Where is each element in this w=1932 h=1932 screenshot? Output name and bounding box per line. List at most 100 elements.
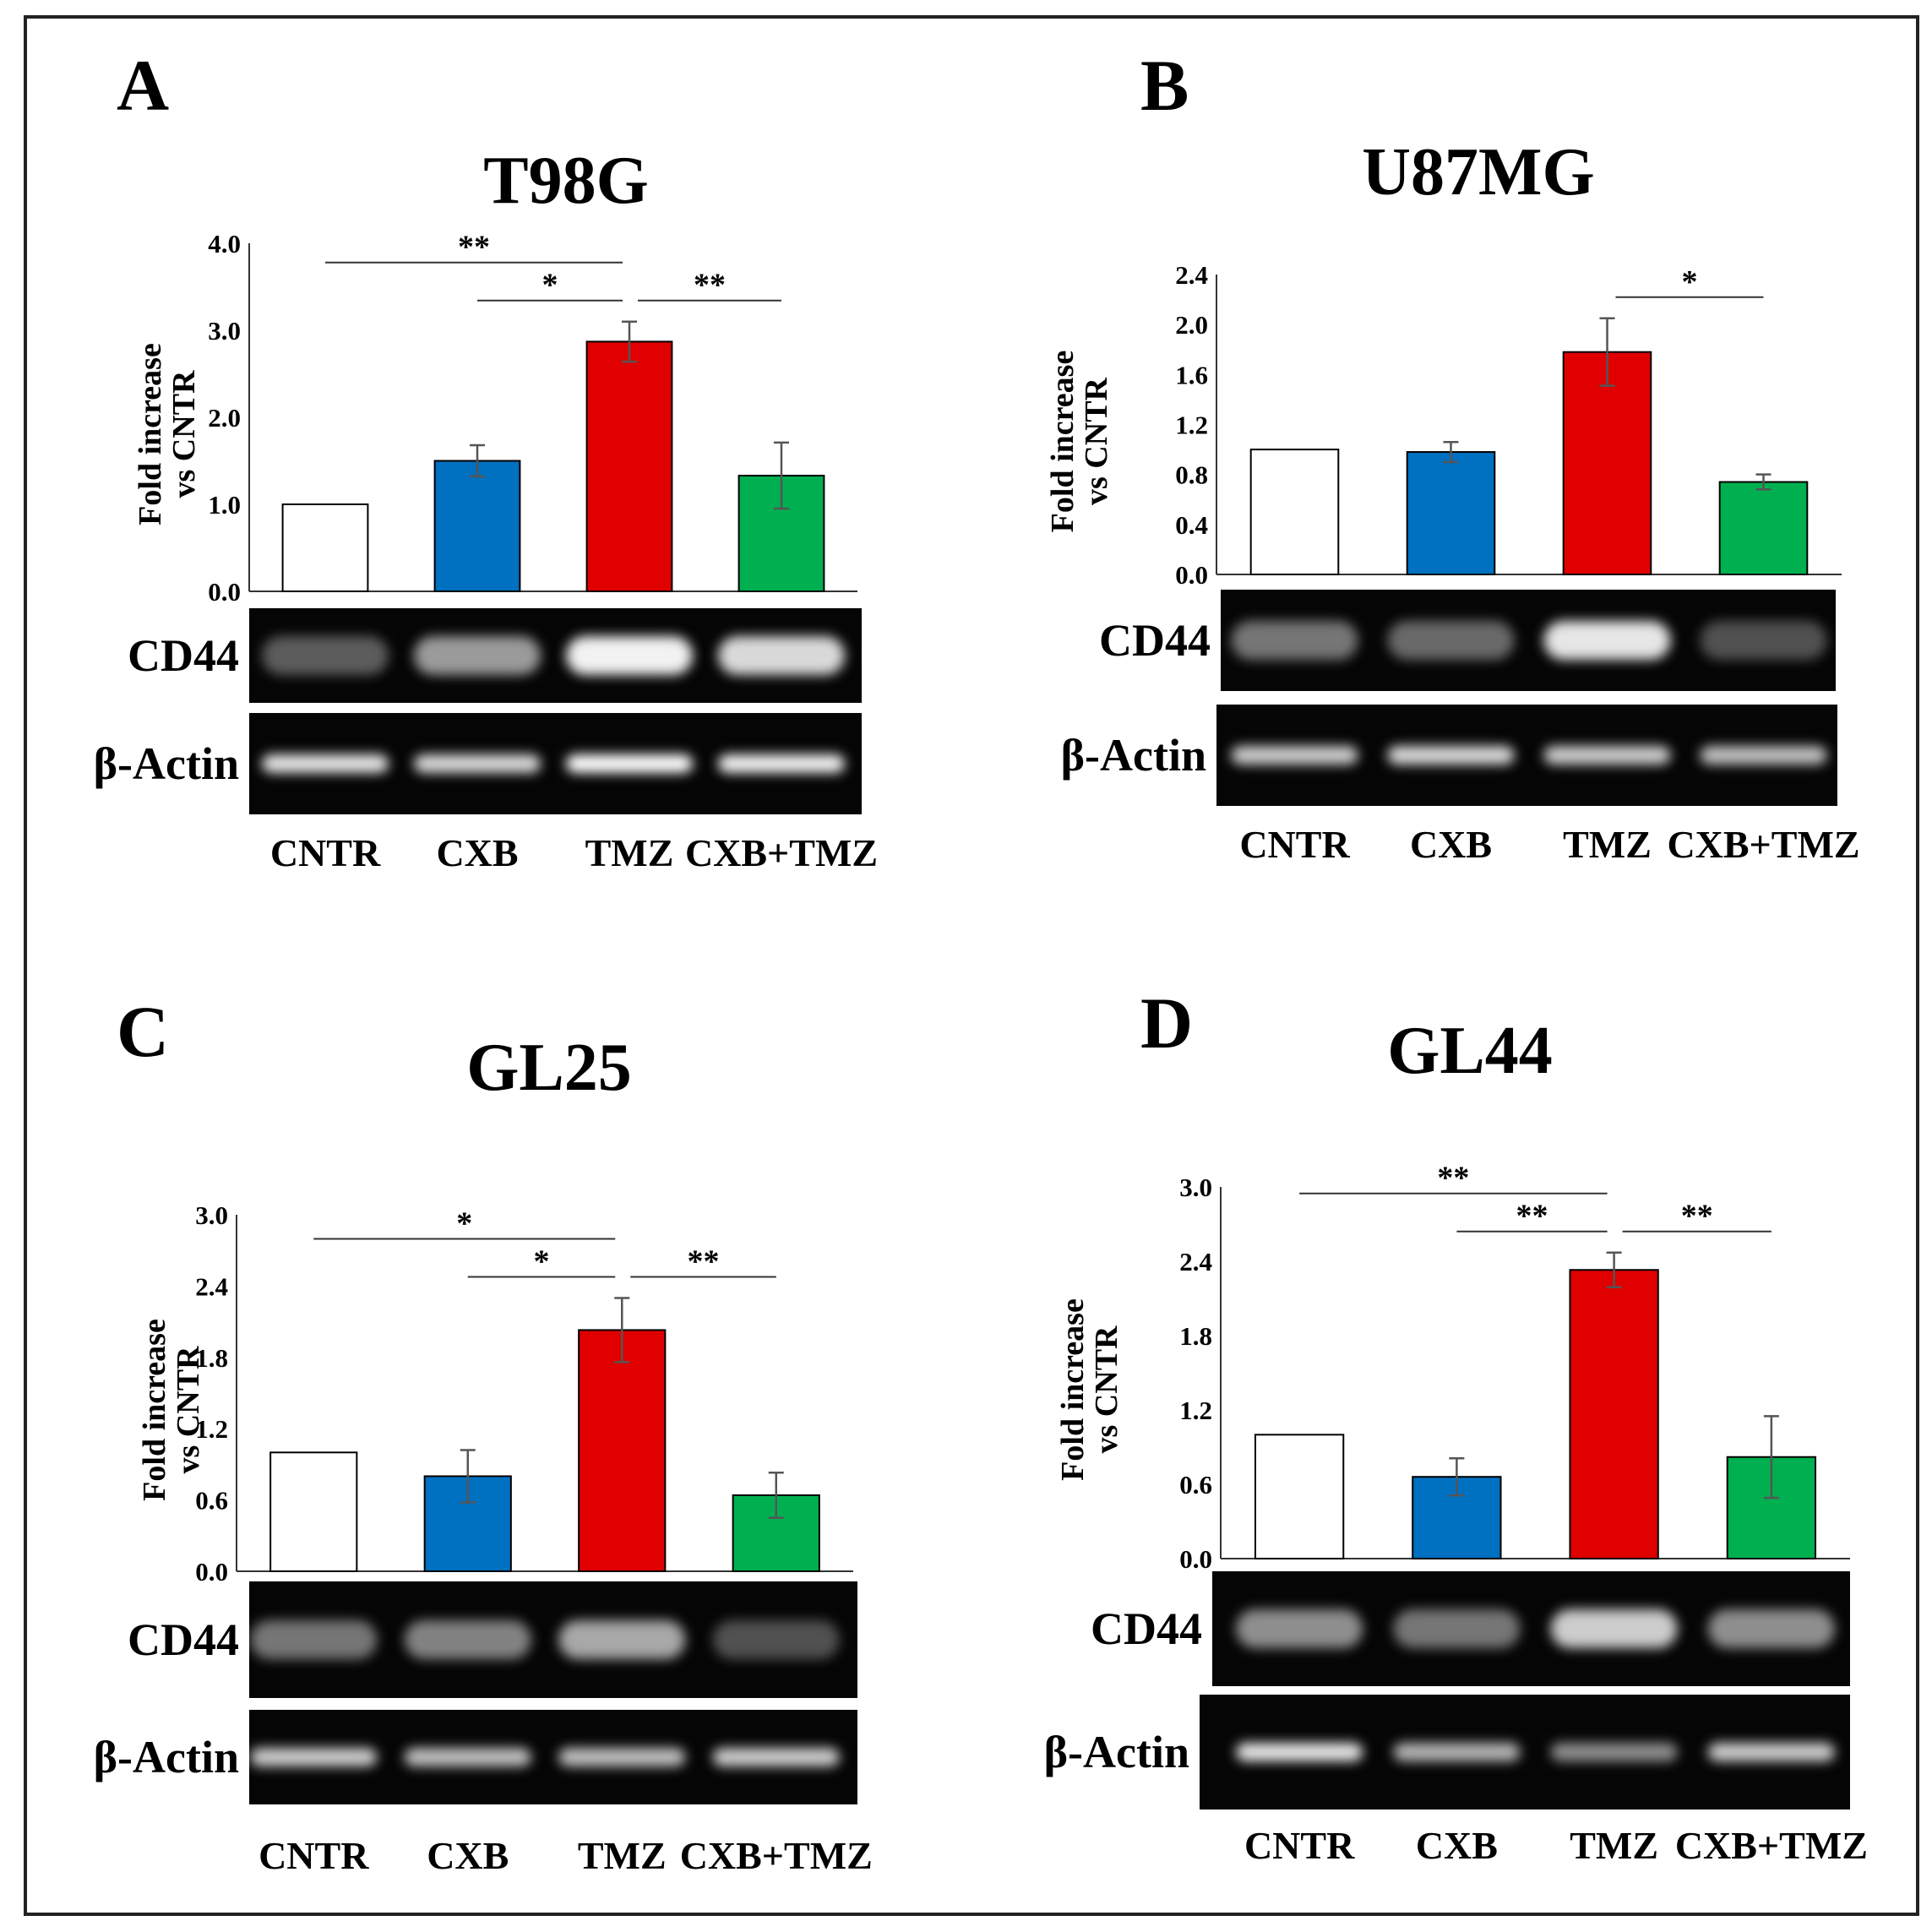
significance-label: * [534,1244,550,1279]
significance-label: ** [694,268,726,303]
bar-cxb [1406,451,1496,575]
panel-c: C GL25 0.0 0.6 1.2 1.8 2.4 3.0 Fold increase vs C… [68,980,988,1877]
significance-label: ** [688,1244,720,1279]
bar-cntr [269,1451,358,1572]
actin-blot-band [1393,1743,1521,1761]
y-tick-label: 0.6 [1179,1470,1212,1499]
error-bar [622,320,637,363]
y-tick-label: 4.0 [208,229,241,259]
y-axis-label: vs CNTR [1089,1325,1124,1454]
actin-blot-band [712,1748,840,1766]
actin-blot-band [1231,746,1358,765]
bar-tmz [578,1329,667,1572]
y-tick-label: 0.0 [1175,560,1208,590]
actin-blot [1200,1695,1850,1810]
significance-label: ** [1437,1161,1469,1196]
panel-label: D [1140,982,1193,1064]
y-tick-label: 2.4 [1175,260,1208,290]
category-label: CXB+TMZ [1667,823,1859,866]
cd44-blot-band [1707,1609,1835,1648]
panel-label: B [1140,45,1189,126]
bar-cntr [281,503,369,592]
significance-label: * [456,1205,472,1241]
cd44-blot-band [250,1620,378,1659]
actin-blot [249,1710,857,1804]
category-label: TMZ [1563,823,1652,866]
panel-d: D GL44 0.0 0.6 1.2 1.8 2.4 3.0 Fold increase vs C… [997,980,1918,1875]
error-bar [774,441,789,510]
cd44-blot-band [414,636,541,675]
significance-label: * [542,268,558,303]
category-label: TMZ [1570,1824,1658,1867]
category-label: CXB+TMZ [685,831,878,874]
significance-label: ** [1681,1199,1713,1234]
y-tick-label: 1.2 [1175,411,1208,440]
cd44-blot-label: CD44 [1099,615,1211,666]
actin-blot-band [1707,1743,1835,1761]
actin-blot-band [718,754,845,773]
actin-blot-band [1387,746,1515,765]
y-tick-label: 0.8 [1175,460,1208,490]
y-tick-label: 0.0 [208,577,241,607]
significance-label: * [1682,264,1698,300]
cd44-blot-band [262,636,389,675]
error-bar [614,1297,630,1363]
category-label: CXB+TMZ [1675,1824,1868,1867]
actin-blot-label: β-Actin [1061,730,1206,781]
error-bar [1599,317,1615,387]
actin-blot-band [414,754,541,773]
cd44-blot-band [718,636,845,675]
y-tick-label: 2.0 [208,403,241,433]
error-bar [1606,1251,1622,1289]
cd44-blot-band [1543,621,1671,660]
cd44-blot-label: CD44 [1091,1603,1202,1654]
y-tick-label: 2.0 [1175,310,1208,340]
panel-b: B U87MG 0.0 0.4 0.8 1.2 1.6 2.0 2.4 Fold increase… [997,34,1918,929]
y-axis-label: Fold increase [133,343,168,525]
y-axis-label: vs CNTR [1079,377,1114,505]
actin-blot-band [1550,1743,1678,1761]
panel-label: A [117,45,169,126]
cd44-blot [1221,590,1836,691]
y-tick-label: 0.0 [1179,1544,1212,1574]
cd44-blot-label: CD44 [128,630,239,681]
category-label: CXB+TMZ [680,1834,873,1877]
cd44-blot-band [1387,621,1515,660]
chart-title: GL44 [1387,1014,1553,1088]
bar-cxb [433,460,521,592]
category-label: CXB [1416,1824,1498,1867]
significance-label: ** [1516,1199,1548,1234]
actin-blot [249,713,862,814]
cd44-blot [1212,1571,1850,1686]
actin-blot-band [1236,1743,1363,1761]
bar-cxb-tmz [1718,481,1809,576]
actin-blot-label: β-Actin [1044,1727,1189,1777]
y-tick-label: 2.4 [1179,1247,1212,1276]
category-label: CNTR [270,831,381,874]
y-axis-label: Fold increase [1045,351,1080,533]
bar-cntr [1249,449,1340,576]
actin-blot-band [262,754,389,773]
cd44-blot-band [1231,621,1358,660]
y-axis-label: vs CNTR [166,370,202,498]
y-tick-label: 1.2 [195,1414,228,1444]
cd44-blot-band [1393,1609,1521,1648]
panel-a: A T98G 0.0 1.0 2.0 3.0 4.0 Fold increase vs CNTR… [68,34,988,929]
y-axis-label: vs CNTR [171,1346,206,1474]
panel-label: C [117,991,169,1072]
actin-blot [1216,705,1837,806]
chart-title: GL25 [466,1031,632,1105]
cd44-blot-band [558,1620,686,1659]
y-tick-label: 3.0 [208,316,241,346]
error-bar [460,1449,476,1504]
significance-label: ** [458,230,490,265]
category-label: CNTR [1244,1824,1355,1867]
y-axis-label: Fold increase [1055,1298,1091,1481]
category-label: CNTR [1239,823,1350,866]
actin-blot-label: β-Actin [94,1732,239,1782]
actin-blot-band [1700,746,1827,765]
category-label: CXB [1410,823,1492,866]
